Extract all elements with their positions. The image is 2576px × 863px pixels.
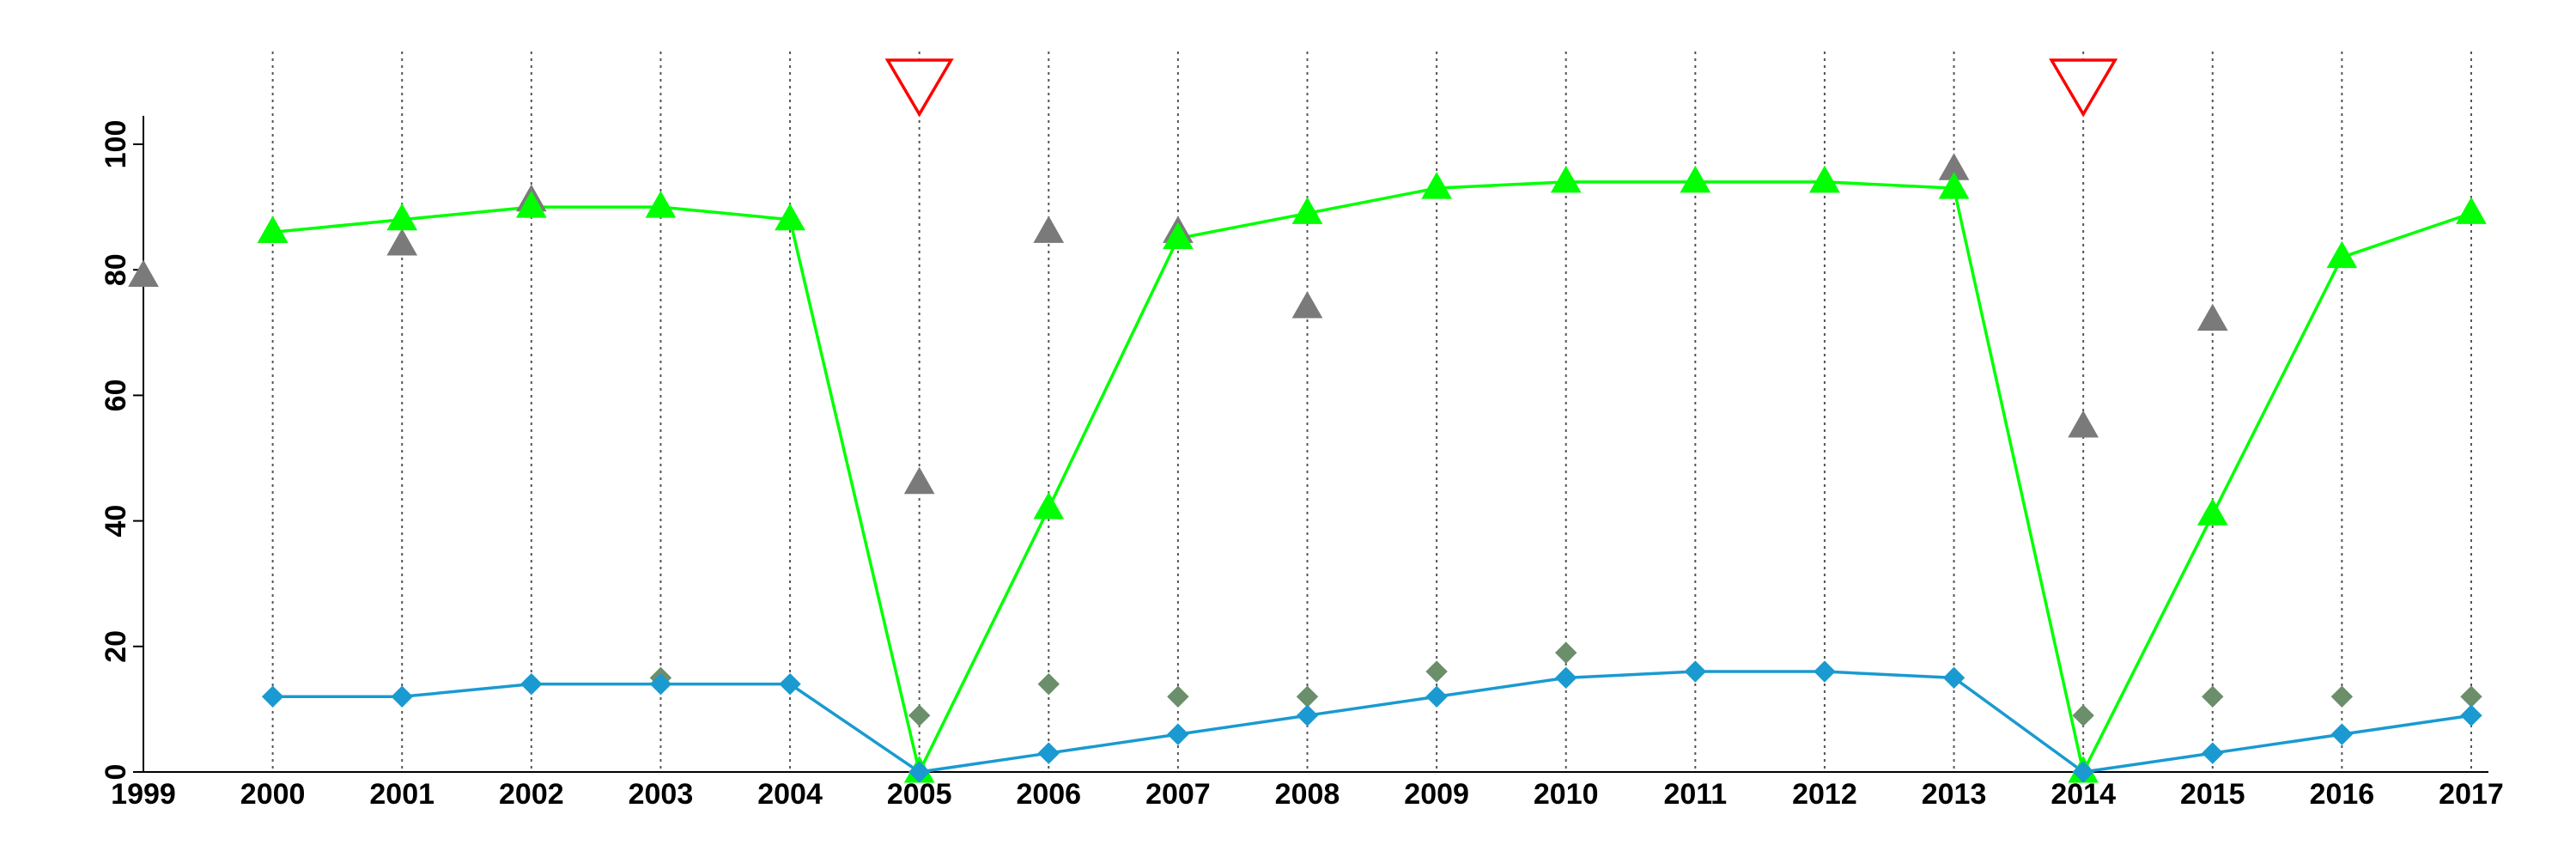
series-0-point-2015 <box>2196 498 2228 526</box>
y-tick-label-20: 20 <box>100 630 132 663</box>
series-2-point-2008 <box>1296 704 1319 726</box>
annotations <box>884 58 2118 118</box>
x-tick-label-2004: 2004 <box>757 778 823 811</box>
axes <box>133 115 2488 773</box>
series-1-point-1999 <box>128 259 159 288</box>
series-0-point-2017 <box>2456 197 2487 224</box>
series-2-point-2004 <box>779 672 801 696</box>
series-2-point-2013 <box>1942 666 1965 690</box>
series-3-point-2006 <box>1037 672 1060 696</box>
series-0-point-2010 <box>1550 165 1582 193</box>
x-tick-label-2017: 2017 <box>2439 778 2504 811</box>
series-2-point-2005 <box>908 761 931 783</box>
series-3-point-2009 <box>1425 660 1448 683</box>
x-tick-label-2001: 2001 <box>369 778 434 811</box>
series-2-line <box>272 670 2472 774</box>
series-3-point-2010 <box>1555 641 1577 664</box>
x-tick-label-2013: 2013 <box>1922 778 1987 811</box>
grid-lines <box>271 52 2472 772</box>
x-tick-label-2009: 2009 <box>1404 778 1469 811</box>
series-1-point-2015 <box>2196 303 2228 331</box>
series-0-point-2011 <box>1680 165 1711 193</box>
series-0-point-2004 <box>775 203 805 231</box>
annotation-marker-2014 <box>2049 58 2118 118</box>
series-1-point-2014 <box>2068 410 2099 438</box>
tick-labels: 1999 2000 2001 2002 2003 2004 2005 2006 2007 2008… <box>100 120 2504 811</box>
data-points <box>128 153 2487 783</box>
series-0-point-2012 <box>1809 165 1840 193</box>
series-2-point-2010 <box>1555 666 1577 690</box>
x-tick-label-2000: 2000 <box>240 778 306 811</box>
x-tick-label-2016: 2016 <box>2310 778 2375 811</box>
series-2-point-2002 <box>520 672 543 696</box>
series-3-point-2005 <box>908 704 931 726</box>
series-0-line <box>272 180 2472 777</box>
series-0-point-2001 <box>386 203 418 231</box>
x-tick-label-2002: 2002 <box>499 778 564 811</box>
y-tick-label-40: 40 <box>100 505 132 538</box>
series-2-point-2015 <box>2202 742 2224 764</box>
x-tick-label-2006: 2006 <box>1016 778 1081 811</box>
y-tick-label-80: 80 <box>100 253 132 286</box>
series-lines <box>272 180 2472 777</box>
series-2-point-2007 <box>1167 723 1189 745</box>
series-2-point-2014 <box>2072 761 2094 783</box>
series-0-point-2016 <box>2326 240 2358 269</box>
x-tick-label-1999: 1999 <box>111 778 176 811</box>
y-tick-label-100: 100 <box>100 120 132 169</box>
x-tick-label-2005: 2005 <box>887 778 952 811</box>
series-3-point-2014 <box>2072 704 2094 726</box>
annotation-marker-2005 <box>884 58 954 118</box>
x-tick-label-2010: 2010 <box>1534 778 1599 811</box>
series-0-point-2000 <box>257 216 289 243</box>
y-tick-label-60: 60 <box>100 379 132 411</box>
series-2-point-2016 <box>2330 723 2354 745</box>
series-2-point-2017 <box>2460 704 2482 726</box>
series-3-point-2016 <box>2330 685 2354 708</box>
series-2-point-2012 <box>1814 660 1836 683</box>
x-tick-label-2008: 2008 <box>1275 778 1340 811</box>
x-tick-label-2011: 2011 <box>1663 778 1727 811</box>
series-3-point-2007 <box>1167 685 1189 708</box>
x-tick-label-2007: 2007 <box>1145 778 1211 811</box>
series-1-point-2006 <box>1033 216 1065 243</box>
series-3-point-2017 <box>2460 685 2482 708</box>
series-2-point-2000 <box>261 685 284 708</box>
series-0-point-2008 <box>1291 197 1323 224</box>
series-2-point-2011 <box>1684 660 1707 683</box>
series-2-point-2009 <box>1425 685 1448 708</box>
x-tick-label-2014: 2014 <box>2050 778 2116 811</box>
series-1-point-2008 <box>1291 291 1323 319</box>
series-1-point-2001 <box>386 228 418 256</box>
y-tick-label-0: 0 <box>100 764 132 781</box>
series-0-point-2007 <box>1163 222 1194 250</box>
x-tick-label-2012: 2012 <box>1792 778 1857 811</box>
x-tick-label-2015: 2015 <box>2180 778 2245 811</box>
series-0-point-2003 <box>645 191 677 218</box>
series-2-point-2006 <box>1037 742 1060 764</box>
series-1-point-2005 <box>903 466 935 495</box>
series-2-point-2003 <box>649 672 672 696</box>
series-0-point-2006 <box>1033 491 1065 520</box>
x-tick-label-2003: 2003 <box>629 778 694 811</box>
series-0-point-2009 <box>1421 172 1452 199</box>
series-0-point-2013 <box>1938 172 1970 199</box>
series-0-point-2002 <box>515 191 547 218</box>
series-2-point-2001 <box>391 685 413 708</box>
series-3-point-2015 <box>2202 685 2224 708</box>
series-3-point-2008 <box>1296 685 1319 708</box>
